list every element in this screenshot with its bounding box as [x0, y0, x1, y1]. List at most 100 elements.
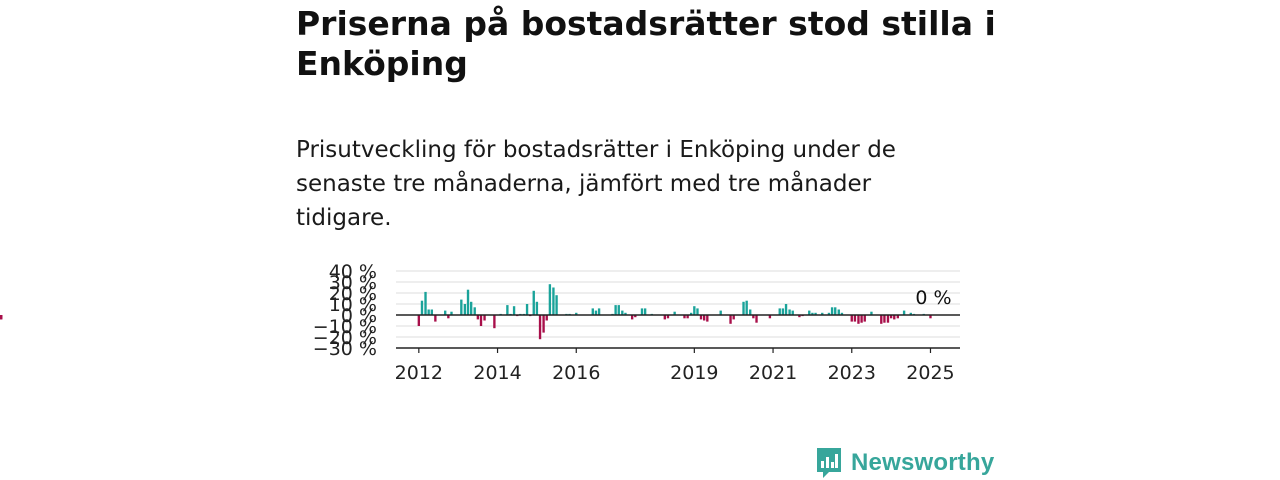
bar — [896, 315, 899, 319]
y-tick-label: 20 % — [329, 283, 377, 305]
bar — [538, 315, 542, 340]
bar — [702, 315, 706, 321]
bar — [463, 304, 467, 315]
bar-chart: 40 %30 %20 %10 %0 %−10 %−20 %−30 % 2012 2… — [0, 261, 960, 384]
x-tick-label: 2012 — [395, 362, 443, 384]
bar — [811, 312, 814, 315]
bar — [621, 310, 624, 315]
bar — [781, 308, 785, 315]
x-axis-ticks: 2012 2014 2016 2019 2021 2023 2025 — [395, 348, 955, 384]
bar — [450, 311, 453, 315]
bar — [427, 309, 430, 315]
brand-name: Newsworthy — [851, 449, 995, 476]
bar — [532, 290, 535, 315]
bar — [745, 300, 748, 315]
bar — [420, 300, 424, 315]
y-tick-label: −10 % — [313, 316, 377, 338]
bar — [663, 315, 666, 320]
bar — [430, 309, 433, 315]
y-tick-label: −20 % — [313, 327, 377, 349]
bar — [614, 305, 617, 315]
bar — [798, 315, 801, 318]
bar — [466, 289, 470, 315]
page-title: Priserna på bostadsrätter stod stilla i … — [296, 4, 996, 83]
bar — [808, 310, 811, 315]
x-tick-label: 2021 — [749, 362, 797, 384]
bar — [830, 307, 834, 315]
bar — [837, 309, 840, 315]
bar — [814, 312, 817, 315]
bar — [473, 307, 476, 315]
bar — [417, 315, 421, 326]
bar — [853, 315, 857, 322]
x-tick-label: 2014 — [473, 362, 521, 384]
bar — [525, 304, 529, 315]
y-axis-ticks: 40 %30 %20 %10 %0 %−10 %−20 %−30 % — [313, 261, 377, 360]
bar — [784, 304, 788, 315]
bar — [0, 315, 3, 319]
bar — [902, 310, 906, 315]
bar — [483, 315, 486, 321]
bar — [512, 306, 516, 315]
x-tick-label: 2019 — [670, 362, 718, 384]
bar — [444, 310, 447, 315]
bar — [850, 315, 853, 322]
bar — [699, 315, 703, 320]
bar — [460, 299, 463, 315]
bar — [834, 307, 837, 315]
x-tick-label: 2023 — [828, 362, 876, 384]
bar — [788, 309, 791, 315]
bar — [424, 291, 427, 315]
bar — [840, 312, 844, 315]
bar — [752, 315, 755, 319]
x-tick-label: 2025 — [906, 362, 954, 384]
annotation-label: 0 % — [915, 287, 951, 309]
y-tick-label: 30 % — [329, 272, 377, 294]
grid-lines — [396, 270, 960, 338]
bar — [634, 315, 637, 318]
bar — [506, 305, 509, 315]
bar — [591, 308, 594, 315]
bar — [860, 315, 863, 323]
bar — [597, 308, 601, 315]
bar — [883, 315, 886, 323]
bar — [673, 311, 676, 315]
bar — [469, 301, 473, 315]
bar — [742, 301, 745, 315]
bar — [690, 312, 693, 315]
bar — [640, 308, 644, 315]
bar — [434, 315, 437, 322]
bar — [555, 295, 558, 315]
bar — [545, 315, 548, 321]
bar — [778, 308, 781, 315]
bar — [909, 312, 912, 315]
bar — [732, 315, 735, 320]
bar — [617, 305, 620, 315]
bar — [749, 309, 752, 315]
bar — [893, 315, 896, 320]
bar — [706, 315, 709, 322]
bars — [0, 284, 932, 340]
bar — [755, 315, 758, 323]
bar — [863, 315, 866, 322]
bar — [827, 312, 831, 315]
bar — [693, 306, 696, 315]
bar — [542, 315, 545, 333]
bar — [889, 315, 893, 319]
bar — [719, 310, 722, 315]
y-tick-label: 40 % — [329, 261, 377, 283]
bar — [791, 310, 794, 315]
bar — [929, 315, 932, 319]
y-tick-label: 0 % — [341, 305, 377, 327]
bar — [447, 315, 450, 319]
bar — [857, 315, 860, 324]
bar — [886, 315, 890, 323]
bar — [552, 287, 555, 315]
bar — [686, 315, 689, 319]
bar — [643, 308, 647, 315]
bar — [880, 315, 883, 324]
bar — [630, 315, 634, 320]
bar — [624, 312, 627, 315]
bar — [548, 284, 552, 315]
bar — [476, 315, 480, 320]
